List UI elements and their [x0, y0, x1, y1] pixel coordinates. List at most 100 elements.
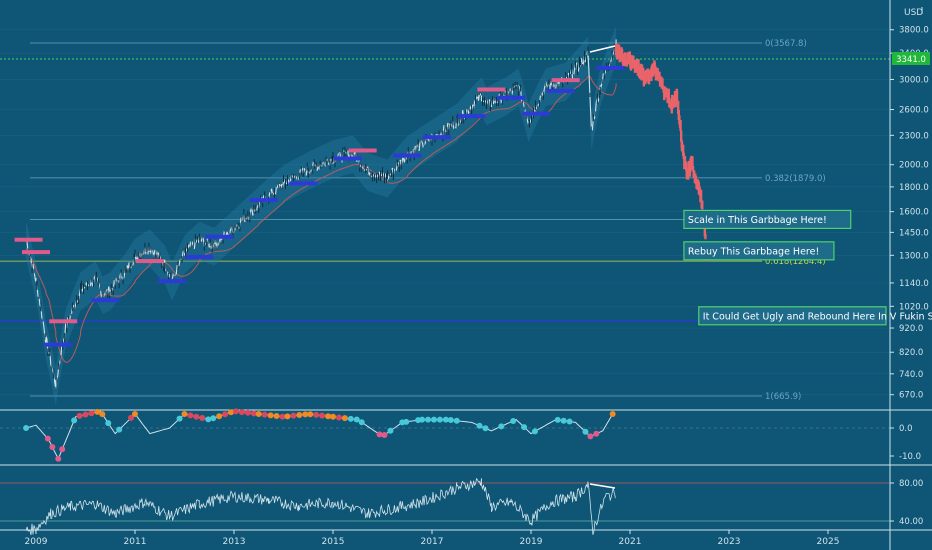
- projection-candle: [682, 152, 685, 160]
- projection-candle: [681, 144, 685, 156]
- annotation-box: [683, 209, 852, 230]
- price-tick-label: 1800.0: [899, 183, 929, 193]
- osc-dot: [94, 408, 101, 415]
- osc-dot: [205, 416, 212, 423]
- osc-dot: [222, 411, 229, 418]
- fib-level-label: 0.382(1879.0): [765, 174, 826, 184]
- time-tick-label: 2009: [25, 537, 48, 547]
- osc-dot: [132, 411, 138, 417]
- osc-dot: [430, 416, 437, 423]
- projection-candle: [691, 165, 695, 171]
- price-tick-label: 1300.0: [899, 251, 929, 261]
- osc-dot: [44, 435, 51, 442]
- time-tick-label: 2011: [124, 537, 147, 547]
- osc-dot: [313, 411, 320, 418]
- projection-candle: [691, 156, 694, 170]
- projection-candle: [677, 110, 681, 120]
- osc-dot: [358, 419, 365, 426]
- level-marker: [14, 237, 43, 242]
- current-price-label: 3341.0: [896, 55, 926, 65]
- fib-level-label: 0.618(1264.4): [765, 257, 826, 267]
- osc-dot: [290, 412, 297, 419]
- osc-dot: [128, 414, 135, 421]
- osc-dot: [302, 411, 309, 418]
- level-marker: [249, 198, 278, 203]
- osc-dot: [210, 415, 217, 422]
- projection-candle: [667, 88, 671, 103]
- osc-dot: [353, 416, 360, 423]
- moving-average-line: [25, 75, 617, 363]
- time-tick-label: 2023: [718, 537, 741, 547]
- projection-candles: [614, 43, 708, 262]
- osc-dot: [319, 412, 326, 419]
- price-tick-label: 1020.0: [899, 302, 929, 312]
- level-marker: [44, 342, 73, 347]
- osc-dot: [59, 446, 66, 453]
- osc-dot: [453, 417, 460, 424]
- projection-candle: [686, 171, 690, 180]
- osc-dot: [216, 413, 223, 420]
- time-tick-label: 2013: [223, 537, 246, 547]
- current-price-badge: [892, 52, 930, 65]
- main-price-pane[interactable]: 0(3567.8)0.382(1879.0)0.5(1541.4)0.618(1…: [0, 25, 932, 406]
- osc-dot: [436, 416, 443, 423]
- oscillator-dots: [23, 408, 616, 462]
- level-marker: [348, 148, 377, 153]
- annotation-box: [683, 241, 835, 261]
- osc-dot: [560, 417, 567, 424]
- rsi-line: [25, 477, 616, 536]
- osc-dot: [403, 418, 410, 425]
- rsi-tick-label: 80.00: [899, 479, 923, 489]
- osc-dot: [250, 410, 257, 417]
- divergence-line-rsi[interactable]: [589, 483, 616, 489]
- divergence-line-price[interactable]: [589, 45, 616, 53]
- fib-level-label: 0(3567.8): [765, 39, 807, 49]
- level-marker: [596, 65, 625, 70]
- level-marker: [185, 254, 214, 259]
- projection-candle: [694, 176, 698, 185]
- osc-dot: [609, 411, 616, 417]
- osc-dot: [71, 417, 78, 424]
- level-markers: [14, 65, 625, 347]
- osc-dot: [554, 416, 561, 423]
- osc-dot: [238, 409, 245, 416]
- annotation-callout[interactable]: It Could Get Ugly and Rebound Here In V …: [698, 306, 932, 326]
- osc-dot: [341, 415, 348, 422]
- projection-candle: [637, 59, 640, 70]
- level-marker: [289, 181, 318, 186]
- projection-candle: [625, 60, 629, 67]
- projection-candle: [677, 100, 680, 114]
- osc-dot: [55, 455, 62, 462]
- price-tick-label: 670.0: [899, 391, 923, 401]
- annotation-boxes[interactable]: Scale in This Garbbage Here! Rebuy This G…: [683, 209, 932, 326]
- osc-dot: [181, 411, 188, 417]
- time-tick-label: 2021: [619, 537, 642, 547]
- annotation-text: It Could Get Ugly and Rebound Here In V …: [703, 311, 932, 322]
- level-marker: [91, 298, 120, 303]
- price-band: [26, 25, 617, 406]
- annotation-callout[interactable]: Rebuy This Garbbage Here!: [683, 241, 835, 261]
- osc-tick-label: -10.0: [899, 452, 921, 462]
- rsi-pane[interactable]: [0, 477, 890, 536]
- price-tick-label: 1140.0: [899, 279, 929, 289]
- level-marker: [205, 234, 234, 239]
- level-marker: [135, 259, 164, 264]
- time-axis[interactable]: 2009 2011 2013 2015 2017 2019 2021 2023 2025: [25, 530, 840, 547]
- osc-dot: [447, 417, 454, 424]
- price-tick-label: 3800.0: [899, 26, 929, 36]
- projection-candle: [647, 72, 651, 85]
- price-axis[interactable]: USD 3800.03400.03000.02600.02300.02000.0…: [890, 7, 930, 527]
- level-marker: [521, 111, 550, 116]
- osc-tick-label: 0.0: [899, 424, 913, 434]
- price-tick-label: 2300.0: [899, 131, 929, 141]
- osc-dot: [105, 420, 112, 427]
- projection-candle: [703, 227, 707, 237]
- currency-label[interactable]: USD: [904, 8, 923, 18]
- annotation-callout[interactable]: Scale in This Garbbage Here!: [683, 209, 852, 230]
- osc-dot: [498, 423, 505, 430]
- oscillator-pane[interactable]: [0, 408, 890, 462]
- osc-dot: [335, 414, 342, 421]
- osc-dot: [244, 409, 251, 416]
- level-marker: [551, 78, 580, 83]
